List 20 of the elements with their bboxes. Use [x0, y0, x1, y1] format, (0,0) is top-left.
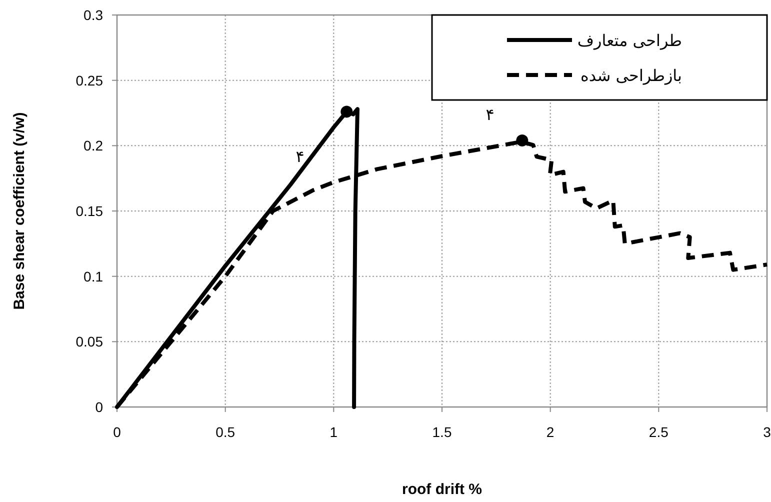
y-tick-label: 0.05 [76, 334, 104, 350]
annotation: ۴ [486, 105, 494, 124]
y-tick-label: 0.2 [84, 138, 104, 154]
legend-label: طراحی متعارف [577, 31, 682, 50]
y-tick-label: 0 [95, 399, 104, 415]
y-tick-label: 0.25 [76, 72, 104, 88]
y-tick-label: 0.15 [76, 203, 104, 219]
x-tick-label: 1 [330, 424, 338, 440]
y-axis-title: Base shear coefficient (v/w) [11, 112, 28, 310]
x-tick-label: 2.5 [648, 424, 669, 440]
x-tick-label: 0.5 [216, 424, 236, 440]
annotation: ۴ [296, 147, 304, 166]
x-tick-label: 1.5 [432, 424, 452, 440]
y-tick-label: 0.3 [84, 7, 104, 23]
x-tick-label: 0 [113, 424, 122, 440]
x-axis-title: roof drift % [402, 481, 482, 498]
x-tick-label: 3 [763, 424, 771, 440]
y-tick-label: 0.1 [84, 268, 104, 284]
x-tick-label: 2 [546, 424, 554, 440]
legend-label: بازطراحی شده [580, 66, 682, 85]
